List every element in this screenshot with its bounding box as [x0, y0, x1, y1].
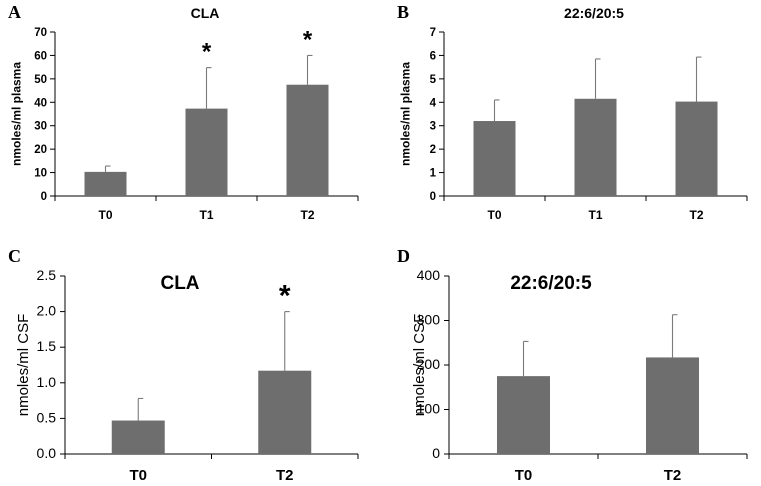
panel-letter: A [8, 2, 21, 22]
bar-t2 [675, 101, 718, 196]
chart-title: 22:6/20:5 [564, 5, 624, 21]
bar-t0 [111, 420, 165, 454]
bar-t0 [473, 121, 516, 196]
panel-letter: D [397, 246, 410, 266]
x-tick-label: T2 [664, 467, 682, 484]
y-tick-label: 4 [430, 97, 437, 109]
y-tick-label: 0.5 [37, 409, 57, 425]
y-tick-label: 2.0 [37, 303, 57, 319]
y-tick-label: 2 [430, 144, 436, 156]
chart-title: 22:6/20:5 [510, 273, 592, 294]
bar-t1 [574, 98, 617, 196]
significance-asterisk: * [303, 26, 313, 53]
y-tick-label: 7 [430, 27, 436, 39]
y-tick-label: 40 [34, 97, 47, 109]
y-tick-label: 300 [417, 312, 441, 328]
y-axis-label: nmoles/ml plasma [399, 62, 413, 166]
bar-t1 [185, 108, 228, 196]
y-tick-label: 0 [432, 445, 440, 461]
y-tick-label: 60 [34, 50, 47, 62]
panel-c: C CLA nmoles/ml CSF 0.0 0.5 1.0 1.5 2.0 2.5 T0 T2 * [8, 246, 359, 484]
y-tick-label: 0.0 [37, 445, 57, 461]
y-tick-label: 0 [430, 191, 436, 203]
x-tick-label: T0 [98, 208, 112, 222]
y-tick-label: 1 [430, 168, 437, 180]
y-tick-label: 20 [34, 144, 47, 156]
significance-asterisk: * [202, 39, 212, 66]
x-tick-label: T2 [300, 208, 314, 222]
y-tick-label: 1.5 [37, 338, 57, 354]
bar-t0 [497, 376, 550, 454]
x-tick-label: T0 [487, 208, 501, 222]
y-axis-label: nmoles/ml CSF [411, 314, 428, 417]
panel-letter: B [397, 2, 409, 22]
panel-d: D 22:6/20:5 nmoles/ml CSF 0 100 200 300 400 T0 T2 [397, 246, 748, 484]
y-tick-label: 70 [34, 27, 47, 39]
panel-b: B 22:6/20:5 nmoles/ml plasma 0 1 2 3 4 5 6 7 T0 T1 T2 [397, 2, 748, 222]
y-tick-label: 6 [430, 50, 436, 62]
x-tick-label: T1 [588, 208, 602, 222]
y-tick-label: 30 [34, 121, 47, 133]
x-tick-label: T1 [199, 208, 213, 222]
y-tick-label: 0 [41, 191, 47, 203]
chart-title: CLA [160, 273, 199, 294]
bar-t2 [258, 370, 312, 454]
bar-t0 [84, 171, 127, 196]
panel-letter: C [8, 246, 21, 266]
y-axis-label: nmoles/ml CSF [15, 314, 32, 417]
y-tick-label: 50 [34, 74, 47, 86]
y-tick-label: 100 [417, 401, 441, 417]
x-tick-label: T2 [689, 208, 703, 222]
bar-t2 [646, 357, 699, 454]
x-tick-label: T0 [515, 467, 533, 484]
y-tick-label: 3 [430, 121, 436, 133]
y-tick-label: 2.5 [37, 267, 57, 283]
y-axis-label: nmoles/ml plasma [10, 62, 24, 166]
y-tick-label: 1.0 [37, 374, 57, 390]
chart-title: CLA [191, 5, 220, 21]
x-tick-label: T2 [276, 467, 294, 484]
significance-asterisk: * [279, 280, 291, 313]
y-tick-label: 200 [417, 356, 441, 372]
x-tick-label: T0 [129, 467, 147, 484]
y-tick-label: 400 [417, 267, 441, 283]
panel-a: A CLA nmoles/ml plasma 0 10 20 30 40 50 60 70 T0 T1 *… [8, 2, 359, 222]
bar-t2 [286, 84, 329, 196]
y-tick-label: 5 [430, 74, 437, 86]
y-tick-label: 10 [34, 168, 47, 180]
